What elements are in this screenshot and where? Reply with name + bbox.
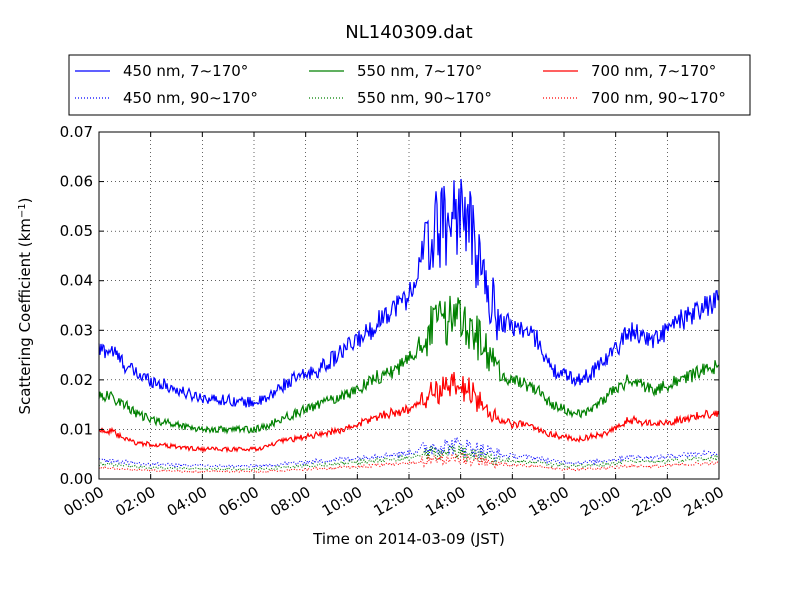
legend-label: 550 nm, 90∼170°: [357, 89, 492, 107]
series-line: [98, 445, 720, 472]
x-tick-label: 06:00: [216, 483, 262, 520]
x-axis-label: Time on 2014-03-09 (JST): [312, 530, 505, 548]
y-axis-label: Scattering Coefficient (km−1): [16, 197, 34, 414]
x-tick-label: 14:00: [422, 483, 468, 520]
legend-label: 700 nm, 7∼170°: [591, 62, 716, 80]
y-tick-label: 0.01: [60, 420, 93, 438]
x-tick-label: 16:00: [474, 483, 520, 520]
series-line: [98, 295, 720, 435]
x-tick-label: 22:00: [629, 483, 675, 520]
y-axis-label-close: ): [16, 197, 34, 203]
x-tick-label: 20:00: [577, 483, 623, 520]
legend-label: 700 nm, 90∼170°: [591, 89, 726, 107]
y-tick-label: 0.04: [60, 272, 93, 290]
x-tick-label: 04:00: [164, 483, 210, 520]
y-tick-label: 0.03: [60, 321, 93, 339]
y-axis-label-superscript: −1: [17, 203, 28, 218]
x-tick-label: 18:00: [526, 483, 572, 520]
y-tick-label: 0.02: [60, 371, 93, 389]
y-axis-label-main: Scattering Coefficient (km: [16, 218, 34, 414]
legend-label: 450 nm, 90∼170°: [123, 89, 258, 107]
legend: 450 nm, 7∼170° 550 nm, 7∼170° 700 nm, 7∼17…: [68, 54, 751, 116]
series-line: [98, 451, 720, 474]
x-tick-label: 10:00: [319, 483, 365, 520]
x-tick-label: 12:00: [371, 483, 417, 520]
legend-label: 550 nm, 7∼170°: [357, 62, 482, 80]
y-tick-label: 0.00: [60, 470, 93, 488]
legend-frame: [68, 54, 751, 116]
x-tick-label: 00:00: [61, 483, 107, 520]
series-line: [98, 436, 720, 469]
chart-title: NL140309.dat: [345, 22, 472, 43]
x-tick-label: 24:00: [681, 483, 727, 520]
y-tick-label: 0.06: [60, 173, 93, 191]
legend-label: 450 nm, 7∼170°: [123, 62, 248, 80]
y-tick-label: 0.07: [60, 123, 93, 141]
series-line: [98, 178, 720, 408]
x-tick-label: 08:00: [267, 483, 313, 520]
plot-area: 00:00 02:00 04:00 06:00 08:00 10:00 12:00 14:00…: [60, 123, 727, 520]
x-tick-label: 02:00: [112, 483, 158, 520]
series-line: [98, 372, 720, 454]
y-tick-label: 0.05: [60, 222, 93, 240]
